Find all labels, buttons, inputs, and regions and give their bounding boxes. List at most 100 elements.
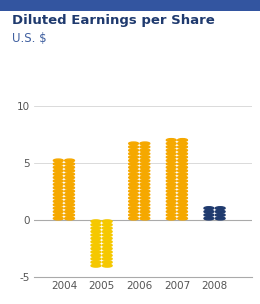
Circle shape — [53, 203, 63, 206]
Circle shape — [204, 210, 214, 213]
Circle shape — [129, 142, 139, 145]
Circle shape — [129, 179, 139, 182]
Circle shape — [53, 159, 63, 162]
Circle shape — [140, 152, 150, 155]
Circle shape — [140, 196, 150, 199]
Circle shape — [166, 190, 176, 193]
Circle shape — [166, 203, 176, 206]
Circle shape — [204, 217, 214, 220]
Circle shape — [178, 152, 187, 155]
Circle shape — [53, 169, 63, 172]
Circle shape — [166, 186, 176, 189]
Circle shape — [53, 196, 63, 199]
Circle shape — [140, 179, 150, 182]
Circle shape — [53, 183, 63, 186]
Circle shape — [65, 210, 74, 213]
Circle shape — [129, 183, 139, 186]
Circle shape — [53, 162, 63, 165]
Circle shape — [91, 244, 101, 247]
Circle shape — [65, 173, 74, 176]
Circle shape — [53, 207, 63, 210]
Circle shape — [215, 213, 225, 216]
Circle shape — [102, 227, 112, 230]
Circle shape — [166, 217, 176, 220]
Circle shape — [178, 217, 187, 220]
Circle shape — [91, 223, 101, 226]
Circle shape — [102, 237, 112, 240]
Circle shape — [53, 190, 63, 193]
Circle shape — [178, 203, 187, 206]
Circle shape — [166, 200, 176, 203]
Circle shape — [102, 257, 112, 260]
Circle shape — [178, 159, 187, 162]
Circle shape — [129, 196, 139, 199]
Circle shape — [91, 250, 101, 254]
Circle shape — [166, 179, 176, 182]
Circle shape — [178, 200, 187, 203]
Circle shape — [65, 217, 74, 220]
Circle shape — [129, 203, 139, 206]
Circle shape — [178, 166, 187, 169]
Circle shape — [129, 217, 139, 220]
Circle shape — [129, 152, 139, 155]
Circle shape — [178, 186, 187, 189]
Circle shape — [178, 193, 187, 196]
Circle shape — [102, 244, 112, 247]
Circle shape — [129, 173, 139, 176]
Circle shape — [129, 210, 139, 213]
Circle shape — [65, 176, 74, 179]
Circle shape — [102, 220, 112, 223]
Circle shape — [53, 176, 63, 179]
Circle shape — [102, 223, 112, 226]
Circle shape — [65, 193, 74, 196]
Circle shape — [178, 156, 187, 159]
Circle shape — [129, 169, 139, 172]
Circle shape — [91, 240, 101, 243]
Circle shape — [178, 179, 187, 182]
Circle shape — [91, 257, 101, 260]
Circle shape — [166, 169, 176, 172]
Circle shape — [166, 152, 176, 155]
Circle shape — [140, 183, 150, 186]
Circle shape — [65, 179, 74, 182]
Circle shape — [166, 166, 176, 169]
Circle shape — [65, 203, 74, 206]
Circle shape — [65, 159, 74, 162]
Circle shape — [91, 261, 101, 264]
Circle shape — [178, 162, 187, 165]
Circle shape — [178, 183, 187, 186]
Circle shape — [91, 227, 101, 230]
Circle shape — [102, 264, 112, 267]
Circle shape — [140, 149, 150, 152]
Circle shape — [166, 139, 176, 142]
Circle shape — [178, 169, 187, 172]
Circle shape — [140, 193, 150, 196]
Circle shape — [91, 254, 101, 257]
Circle shape — [129, 162, 139, 165]
Circle shape — [178, 190, 187, 193]
Circle shape — [53, 200, 63, 203]
Circle shape — [215, 207, 225, 210]
Circle shape — [53, 179, 63, 182]
Circle shape — [178, 139, 187, 142]
Circle shape — [129, 145, 139, 148]
Circle shape — [53, 186, 63, 189]
Circle shape — [91, 247, 101, 250]
Circle shape — [140, 186, 150, 189]
Circle shape — [140, 162, 150, 165]
Circle shape — [129, 176, 139, 179]
Circle shape — [140, 207, 150, 210]
Circle shape — [140, 156, 150, 159]
Circle shape — [91, 233, 101, 237]
Circle shape — [65, 166, 74, 169]
Circle shape — [178, 173, 187, 176]
Circle shape — [178, 176, 187, 179]
Circle shape — [129, 186, 139, 189]
Circle shape — [178, 196, 187, 199]
Circle shape — [204, 213, 214, 216]
Circle shape — [65, 186, 74, 189]
Circle shape — [65, 200, 74, 203]
Circle shape — [102, 261, 112, 264]
Circle shape — [129, 159, 139, 162]
Circle shape — [129, 213, 139, 216]
